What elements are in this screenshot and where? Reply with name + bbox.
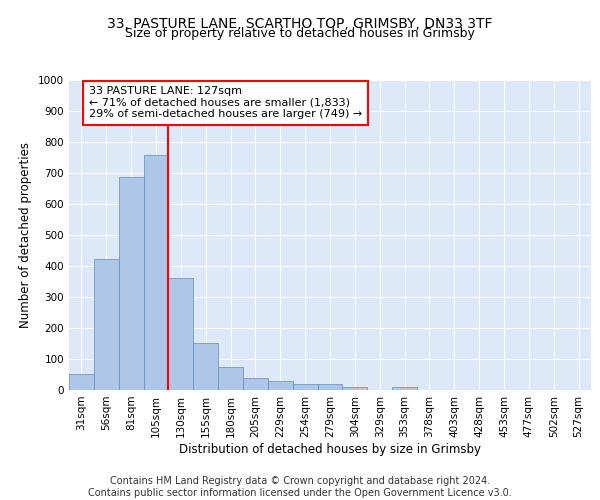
Bar [268,382,293,390]
Bar [94,259,119,390]
Text: 33 PASTURE LANE: 127sqm
← 71% of detached houses are smaller (1,833)
29% of semi: 33 PASTURE LANE: 127sqm ← 71% of detache… [89,86,362,120]
Text: Contains HM Land Registry data © Crown copyright and database right 2024.
Contai: Contains HM Land Registry data © Crown c… [88,476,512,498]
Bar [69,374,94,390]
Bar [293,384,317,390]
Bar [392,387,417,390]
Bar [193,342,218,390]
Bar [218,367,243,390]
Bar [343,387,367,390]
Bar [143,156,169,390]
Bar [169,278,193,390]
Bar [119,178,143,390]
Text: 33, PASTURE LANE, SCARTHO TOP, GRIMSBY, DN33 3TF: 33, PASTURE LANE, SCARTHO TOP, GRIMSBY, … [107,18,493,32]
X-axis label: Distribution of detached houses by size in Grimsby: Distribution of detached houses by size … [179,442,481,456]
Bar [243,378,268,390]
Text: Size of property relative to detached houses in Grimsby: Size of property relative to detached ho… [125,28,475,40]
Y-axis label: Number of detached properties: Number of detached properties [19,142,32,328]
Bar [317,384,343,390]
